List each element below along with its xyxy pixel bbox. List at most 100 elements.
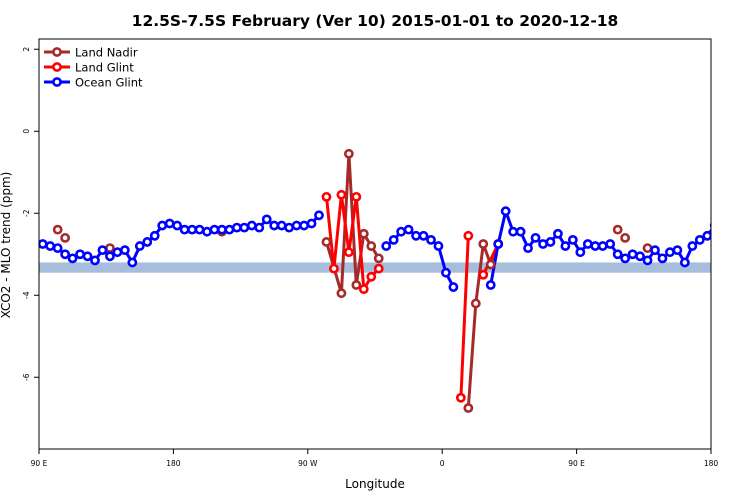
ocean-glint-point xyxy=(508,226,519,237)
ocean-glint-point xyxy=(590,241,601,251)
land-nadir-point xyxy=(52,224,63,235)
land-nadir-point xyxy=(336,288,347,299)
ocean-glint-point xyxy=(597,241,608,251)
series-points xyxy=(39,148,711,413)
ocean-glint-point xyxy=(67,253,78,264)
ocean-glint-point xyxy=(567,234,578,245)
ocean-glint-point xyxy=(306,218,317,229)
land-glint-point xyxy=(321,191,332,202)
land-nadir-point xyxy=(60,232,71,243)
land-nadir-point xyxy=(373,253,384,264)
ocean-glint-point xyxy=(134,241,145,251)
land-nadir-point xyxy=(470,298,481,309)
ocean-glint-point xyxy=(433,241,444,251)
ocean-glint-point xyxy=(239,222,250,233)
land-nadir-point xyxy=(642,243,653,253)
y-axis-label: XCO2 - MLO trend (ppm) xyxy=(0,172,13,319)
land-glint-point xyxy=(463,230,474,241)
ocean-glint-point xyxy=(209,224,220,235)
ocean-glint-point xyxy=(500,206,511,217)
ocean-glint-point xyxy=(523,243,533,253)
ocean-glint-point xyxy=(612,249,623,260)
ocean-glint-point xyxy=(179,224,190,235)
ocean-glint-point xyxy=(605,239,616,249)
ocean-glint-point xyxy=(441,267,451,278)
ocean-glint-point xyxy=(635,251,645,262)
ocean-glint-point xyxy=(575,247,586,258)
land-glint-point xyxy=(358,284,369,294)
ocean-glint-point xyxy=(149,230,160,241)
ocean-glint-point xyxy=(90,255,100,266)
land-glint-point xyxy=(329,263,339,274)
ocean-glint-point xyxy=(194,224,205,235)
land-glint-point xyxy=(336,189,347,200)
land-nadir-point xyxy=(463,403,474,413)
land-glint-point xyxy=(373,263,384,274)
ocean-glint-point xyxy=(276,220,287,231)
ocean-glint-point xyxy=(650,245,660,256)
ocean-glint-point xyxy=(45,241,56,251)
ocean-glint-point xyxy=(627,249,638,260)
ocean-glint-point xyxy=(448,282,459,292)
legend-marker-land-nadir xyxy=(52,47,62,57)
ocean-glint-point xyxy=(187,224,197,235)
land-glint-point xyxy=(478,269,489,280)
land-nadir-point xyxy=(105,243,115,253)
ocean-glint-point xyxy=(545,237,556,247)
ocean-glint-point xyxy=(82,251,93,262)
ocean-glint-point xyxy=(157,220,168,231)
legend-label-ocean-glint: Ocean Glint xyxy=(75,76,143,90)
land-nadir-point xyxy=(612,224,623,235)
ocean-glint-point xyxy=(231,222,242,233)
x-tick-label: 90 E xyxy=(568,459,585,468)
ocean-glint-point xyxy=(493,239,504,249)
ocean-glint-point xyxy=(284,222,295,233)
y-tick-label: -6 xyxy=(22,373,31,381)
legend-label-land-nadir: Land Nadir xyxy=(75,46,138,60)
ocean-glint-point xyxy=(112,247,123,258)
ocean-glint-point xyxy=(411,230,421,241)
ocean-glint-point xyxy=(709,222,711,229)
ocean-glint-point xyxy=(702,230,711,241)
y-tick-label: -4 xyxy=(22,291,31,299)
ocean-glint-point xyxy=(172,220,183,231)
ocean-glint-point xyxy=(164,218,175,229)
plot-frame xyxy=(38,38,712,450)
land-nadir-point xyxy=(358,228,369,239)
land-glint-point xyxy=(343,247,354,258)
legend-label-land-glint: Land Glint xyxy=(75,61,134,75)
ocean-glint-point xyxy=(515,226,526,237)
ocean-glint-point xyxy=(299,220,309,231)
ocean-glint-point xyxy=(381,241,392,251)
land-nadir-point xyxy=(321,237,332,247)
ocean-glint-point xyxy=(261,214,272,225)
land-glint-line-2 xyxy=(481,243,500,276)
ocean-glint-point xyxy=(75,249,85,260)
land-glint-line-1 xyxy=(459,235,470,398)
ocean-glint-point xyxy=(202,226,212,237)
x-axis-label: Longitude xyxy=(345,477,405,491)
ocean-glint-point xyxy=(246,220,257,231)
ocean-glint-point xyxy=(620,253,631,264)
axes: 90 E 180 90 W 0 90 E 180 2 0 -2 -4 -6 xyxy=(22,38,718,468)
ocean-glint-point xyxy=(127,257,138,268)
land-glint-point xyxy=(366,271,377,282)
ocean-glint-point xyxy=(291,220,302,231)
ocean-glint-point xyxy=(582,239,593,249)
land-nadir-point xyxy=(620,232,631,243)
y-tick-label: 0 xyxy=(22,129,31,134)
legend-marker-land-glint xyxy=(52,62,62,72)
ocean-glint-point xyxy=(485,280,496,290)
ocean-glint-point xyxy=(388,234,399,245)
land-nadir-point xyxy=(343,148,354,159)
x-tick-label: 0 xyxy=(440,459,445,468)
ocean-glint-point xyxy=(119,245,130,256)
ocean-glint-point xyxy=(217,224,227,235)
ocean-glint-point xyxy=(224,224,235,235)
chart-title: 12.5S-7.5S February (Ver 10) 2015-01-01 … xyxy=(132,12,619,30)
ocean-glint-point xyxy=(553,228,563,239)
land-nadir-point xyxy=(478,239,489,249)
ocean-glint-point xyxy=(538,239,548,249)
ocean-glint-point xyxy=(657,253,668,264)
